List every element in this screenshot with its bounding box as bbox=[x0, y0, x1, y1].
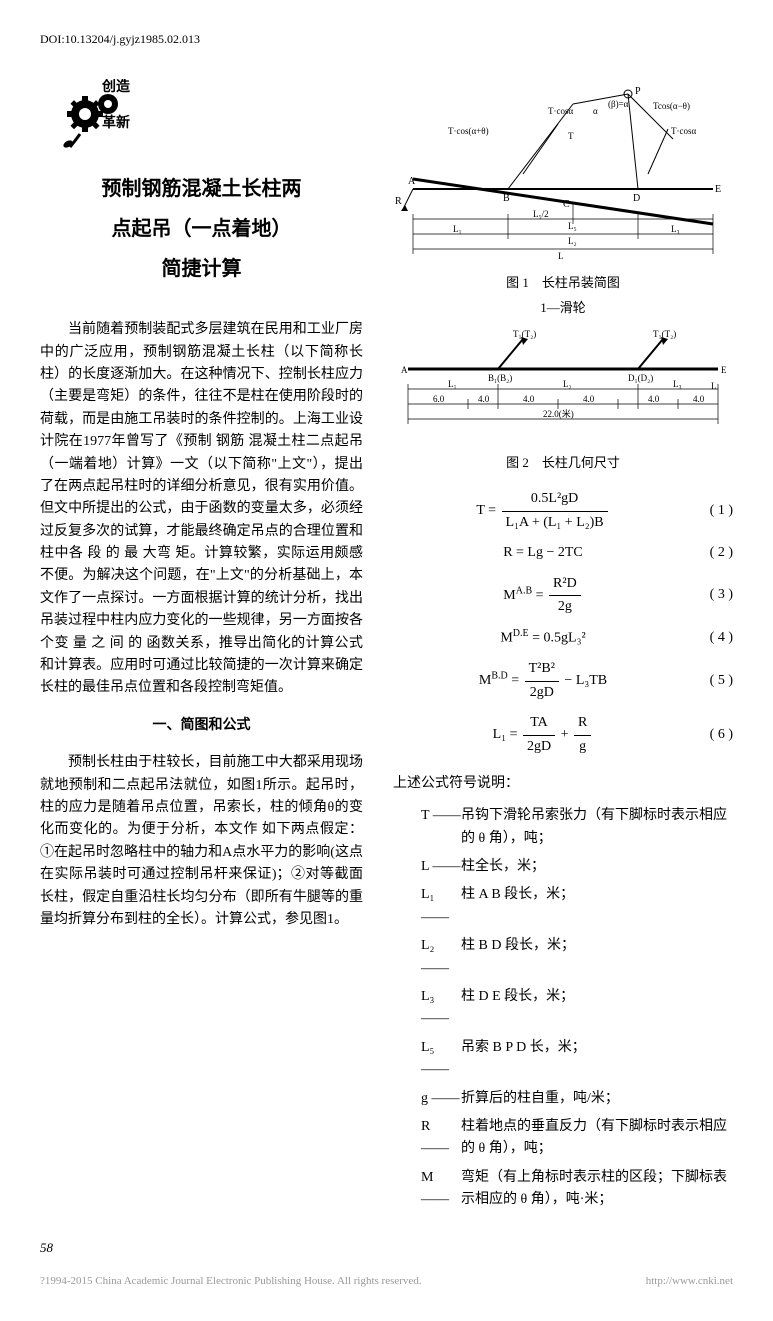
figure-2: T₁(T₂) T₁(T₂) A B₁(B₂) D₁(D₂) E L₁ L bbox=[393, 329, 733, 473]
equations: T = 0.5L²gDL₁A + (L₁ + L₂)B ( 1 ) R = Lg… bbox=[393, 488, 733, 758]
symbol-key: R —— bbox=[421, 1116, 461, 1161]
svg-text:4.0: 4.0 bbox=[478, 394, 490, 404]
svg-text:22.0(米): 22.0(米) bbox=[543, 408, 574, 419]
symbol-desc: 柱 D E 段长，米； bbox=[461, 986, 733, 1031]
symbol-list: T ——吊钩下滑轮吊索张力（有下脚标时表示相应的 θ 角），吨；L ——柱全长，… bbox=[393, 805, 733, 1211]
svg-text:L: L bbox=[558, 251, 564, 259]
svg-text:4.0: 4.0 bbox=[583, 394, 595, 404]
symbol-desc: 吊钩下滑轮吊索张力（有下脚标时表示相应的 θ 角），吨； bbox=[461, 805, 733, 850]
svg-text:T·cos(α+θ): T·cos(α+θ) bbox=[448, 126, 489, 136]
svg-text:P: P bbox=[635, 86, 641, 97]
equation-1: T = 0.5L²gDL₁A + (L₁ + L₂)B ( 1 ) bbox=[393, 488, 733, 534]
svg-text:C: C bbox=[563, 199, 570, 210]
symbol-item: L₁——柱 A B 段长，米； bbox=[393, 884, 733, 929]
svg-text:L₁: L₁ bbox=[448, 379, 457, 389]
svg-text:T: T bbox=[568, 131, 574, 141]
title-line2: 点起吊（一点着地） bbox=[40, 209, 363, 249]
svg-text:B: B bbox=[503, 193, 510, 204]
symbol-desc: 折算后的柱自重，吨/米； bbox=[461, 1088, 733, 1110]
svg-text:T₁(T₂): T₁(T₂) bbox=[653, 329, 676, 339]
page-number: 58 bbox=[40, 1238, 733, 1259]
figure-1: A B C D E P T·cosα T·cos(α+θ) Tcos(α− bbox=[393, 79, 733, 319]
title: 预制钢筋混凝土长柱两 点起吊（一点着地） 简捷计算 bbox=[40, 169, 363, 289]
svg-text:L₁: L₁ bbox=[453, 224, 462, 234]
svg-text:E: E bbox=[715, 184, 721, 195]
left-column: 创造 革新 预制钢筋混凝土长柱两 点起吊（一点着地） 简捷计算 当前随着预制装配… bbox=[40, 69, 363, 1217]
symbol-key: L₅—— bbox=[421, 1037, 461, 1082]
symbols-intro: 上述公式符号说明： bbox=[393, 773, 733, 795]
symbol-item: L ——柱全长，米； bbox=[393, 856, 733, 878]
section-heading-1: 一、简图和公式 bbox=[40, 715, 363, 737]
symbol-key: L —— bbox=[421, 856, 461, 878]
equation-2: R = Lg − 2TC ( 2 ) bbox=[393, 542, 733, 564]
svg-text:A: A bbox=[401, 365, 408, 375]
title-line3: 简捷计算 bbox=[40, 249, 363, 289]
svg-text:Tcos(α−θ): Tcos(α−θ) bbox=[653, 101, 690, 111]
svg-text:4.0: 4.0 bbox=[648, 394, 660, 404]
svg-text:E: E bbox=[721, 365, 727, 375]
paragraph-2: 预制长柱由于柱较长，目前施工中大都采用现场就地预制和二点起吊法就位，如图1所示。… bbox=[40, 752, 363, 931]
paragraph-1: 当前随着预制装配式多层建筑在民用和工业厂房中的广泛应用，预制钢筋混凝土长柱（以下… bbox=[40, 319, 363, 700]
symbol-item: L₃——柱 D E 段长，米； bbox=[393, 986, 733, 1031]
symbol-item: L₅——吊索 B P D 长，米； bbox=[393, 1037, 733, 1082]
symbol-key: g —— bbox=[421, 1088, 461, 1110]
logo-icon: 创造 革新 bbox=[60, 79, 140, 149]
figure-1-subcaption: 1—滑轮 bbox=[393, 298, 733, 319]
symbol-item: R ——柱着地点的垂直反力（有下脚标时表示相应的 θ 角），吨； bbox=[393, 1116, 733, 1161]
svg-text:L: L bbox=[711, 381, 717, 391]
symbol-desc: 柱全长，米； bbox=[461, 856, 733, 878]
svg-text:(β)=α: (β)=α bbox=[608, 99, 629, 109]
symbol-key: M—— bbox=[421, 1167, 461, 1212]
equation-5: MB.D = T²B²2gD − L₃TB ( 5 ) bbox=[393, 658, 733, 704]
symbol-desc: 柱 B D 段长，米； bbox=[461, 935, 733, 980]
svg-text:L₅/2: L₅/2 bbox=[533, 209, 549, 219]
figure-2-caption: 图 2 长柱几何尺寸 bbox=[393, 453, 733, 474]
symbol-key: L₂—— bbox=[421, 935, 461, 980]
symbol-item: T ——吊钩下滑轮吊索张力（有下脚标时表示相应的 θ 角），吨； bbox=[393, 805, 733, 850]
equation-3: MA.B = R²D2g ( 3 ) bbox=[393, 573, 733, 619]
symbol-desc: 吊索 B P D 长，米； bbox=[461, 1037, 733, 1082]
svg-text:创造: 创造 bbox=[101, 79, 130, 95]
svg-text:D₁(D₂): D₁(D₂) bbox=[628, 373, 653, 383]
symbol-key: L₁—— bbox=[421, 884, 461, 929]
svg-text:L₃: L₃ bbox=[671, 224, 680, 234]
svg-text:T·cosα: T·cosα bbox=[671, 126, 696, 136]
symbol-key: L₃—— bbox=[421, 986, 461, 1031]
svg-text:T·cosα: T·cosα bbox=[548, 106, 573, 116]
columns: 创造 革新 预制钢筋混凝土长柱两 点起吊（一点着地） 简捷计算 当前随着预制装配… bbox=[40, 69, 733, 1217]
svg-text:4.0: 4.0 bbox=[693, 394, 705, 404]
symbol-key: T —— bbox=[421, 805, 461, 850]
svg-text:6.0: 6.0 bbox=[433, 394, 445, 404]
svg-text:L₂: L₂ bbox=[568, 236, 577, 246]
equation-6: L₁ = TA2gD + Rg ( 6 ) bbox=[393, 712, 733, 758]
symbol-desc: 弯矩（有上角标时表示柱的区段；下脚标表示相应的 θ 角），吨·米； bbox=[461, 1167, 733, 1212]
symbol-item: L₂——柱 B D 段长，米； bbox=[393, 935, 733, 980]
symbol-desc: 柱着地点的垂直反力（有下脚标时表示相应的 θ 角），吨； bbox=[461, 1116, 733, 1161]
footer: ?1994-2015 China Academic Journal Electr… bbox=[40, 1273, 733, 1291]
symbol-item: g ——折算后的柱自重，吨/米； bbox=[393, 1088, 733, 1110]
equation-4: MD.E = 0.5gL₃² ( 4 ) bbox=[393, 626, 733, 650]
svg-text:α: α bbox=[593, 106, 598, 116]
right-column: A B C D E P T·cosα T·cos(α+θ) Tcos(α− bbox=[393, 69, 733, 1217]
svg-text:A: A bbox=[408, 176, 416, 187]
svg-text:B₁(B₂): B₁(B₂) bbox=[488, 373, 512, 383]
symbol-item: M——弯矩（有上角标时表示柱的区段；下脚标表示相应的 θ 角），吨·米； bbox=[393, 1167, 733, 1212]
symbol-desc: 柱 A B 段长，米； bbox=[461, 884, 733, 929]
svg-text:L₅: L₅ bbox=[568, 221, 577, 231]
svg-text:L₃: L₃ bbox=[673, 379, 682, 389]
svg-text:革新: 革新 bbox=[102, 114, 130, 131]
doi: DOI:10.13204/j.gyjz1985.02.013 bbox=[40, 30, 733, 49]
footer-right: http://www.cnki.net bbox=[646, 1273, 733, 1291]
svg-text:4.0: 4.0 bbox=[523, 394, 535, 404]
svg-text:D: D bbox=[633, 193, 640, 204]
figure-1-caption: 图 1 长柱吊装简图 bbox=[393, 273, 733, 294]
svg-text:T₁(T₂): T₁(T₂) bbox=[513, 329, 536, 339]
title-line1: 预制钢筋混凝土长柱两 bbox=[40, 169, 363, 209]
svg-text:L₂: L₂ bbox=[563, 379, 572, 389]
footer-left: ?1994-2015 China Academic Journal Electr… bbox=[40, 1273, 422, 1291]
svg-text:R: R bbox=[395, 196, 402, 207]
